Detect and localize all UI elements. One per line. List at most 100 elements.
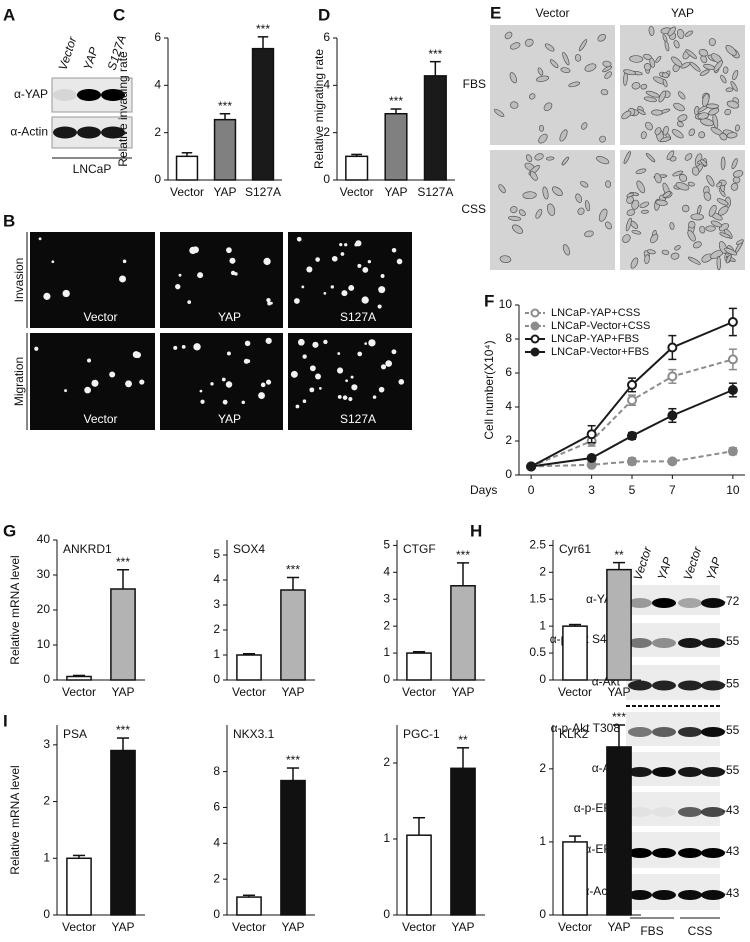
x-tick-label: S127A <box>245 185 281 199</box>
x-tick-label: Vector <box>402 685 436 699</box>
cell-dot <box>342 395 348 400</box>
cell <box>648 25 655 36</box>
cell-dot <box>265 337 272 344</box>
y-tick-label: 6 <box>213 800 220 814</box>
cell <box>559 129 568 142</box>
cell-dot <box>348 284 355 291</box>
cell <box>671 56 683 67</box>
y-tick-label: 1 <box>383 831 390 845</box>
cell <box>508 215 522 221</box>
cell-dot <box>189 246 197 255</box>
cell <box>690 213 704 221</box>
cell <box>635 168 647 175</box>
cell-dot <box>125 380 132 388</box>
cell <box>509 72 517 84</box>
cell <box>655 55 662 63</box>
cell <box>725 87 734 93</box>
cell <box>725 254 732 264</box>
cell-dot <box>345 379 349 383</box>
bar <box>450 585 476 681</box>
cell <box>528 93 536 100</box>
y-tick-label: 0 <box>383 672 390 686</box>
cell <box>725 45 737 56</box>
cell <box>712 114 719 129</box>
significance: *** <box>389 94 403 108</box>
cell <box>575 193 583 203</box>
y-tick-label: 0 <box>213 907 220 921</box>
cell <box>703 191 712 201</box>
cell <box>574 54 582 62</box>
cell <box>732 170 744 178</box>
micrograph <box>160 333 283 430</box>
x-tick-label: Vector <box>62 685 96 699</box>
cell-dot <box>380 364 387 370</box>
cell-dot <box>348 396 353 402</box>
cell-dot <box>398 379 405 385</box>
cell <box>700 159 708 167</box>
cell-dot <box>309 365 316 372</box>
cell-dot <box>368 339 376 347</box>
bar <box>345 155 369 181</box>
cell <box>584 230 594 238</box>
y-tick-label: 0 <box>539 672 546 686</box>
column-label: Vector <box>535 6 569 20</box>
bar <box>606 746 632 916</box>
cell-dot <box>119 275 127 283</box>
bar <box>562 625 588 681</box>
cell <box>708 38 716 46</box>
cell <box>667 26 676 37</box>
cell-dot <box>296 236 302 242</box>
cell-dot <box>64 389 68 393</box>
legend-marker <box>530 347 540 357</box>
image-label: YAP <box>218 310 241 324</box>
cell <box>529 171 538 181</box>
cell <box>708 107 720 116</box>
y-tick-label: 2 <box>213 622 220 636</box>
cell-dot <box>43 292 51 300</box>
cell-dot <box>315 257 320 262</box>
cell <box>625 217 632 232</box>
cell <box>666 150 675 161</box>
x-tick-label: Vector <box>232 685 266 699</box>
cell <box>710 220 723 228</box>
y-tick-label: 1 <box>43 850 50 864</box>
y-axis-label: Relative invading rate <box>116 51 130 167</box>
legend-label: LNCaP-Vector+FBS <box>551 346 649 358</box>
cell <box>640 209 649 214</box>
image-label: Vector <box>83 412 117 426</box>
point <box>727 354 738 365</box>
cell <box>549 59 559 69</box>
cell <box>649 57 656 68</box>
x-tick-label: 10 <box>726 483 740 497</box>
blot-band <box>701 890 725 900</box>
cell-dot <box>290 370 298 378</box>
cell <box>676 121 684 128</box>
cell <box>692 241 702 249</box>
cell <box>672 170 684 177</box>
legend-label: LNCaP-YAP+FBS <box>551 333 639 345</box>
cell <box>664 40 670 52</box>
cell-dot <box>340 252 345 256</box>
y-tick-label: 4 <box>323 78 330 92</box>
point <box>586 453 597 463</box>
mw-marker: -43 <box>722 803 740 817</box>
cell <box>596 156 610 165</box>
y-tick-label: 0 <box>505 467 512 481</box>
cell <box>688 128 696 137</box>
bar <box>450 767 476 916</box>
cell <box>604 221 612 230</box>
row-label: CSS <box>461 202 486 216</box>
cell-dot <box>396 258 403 265</box>
cell <box>551 186 563 197</box>
blot-band <box>628 767 652 777</box>
legend-marker <box>530 334 540 344</box>
significance: *** <box>456 548 470 562</box>
y-tick-label: 0 <box>383 907 390 921</box>
bar <box>66 675 92 681</box>
significance: *** <box>286 753 300 767</box>
point <box>627 379 637 390</box>
y-tick-label: 4 <box>383 564 390 578</box>
cell <box>538 124 545 132</box>
cell <box>602 60 612 68</box>
y-tick-label: 2 <box>383 755 390 769</box>
